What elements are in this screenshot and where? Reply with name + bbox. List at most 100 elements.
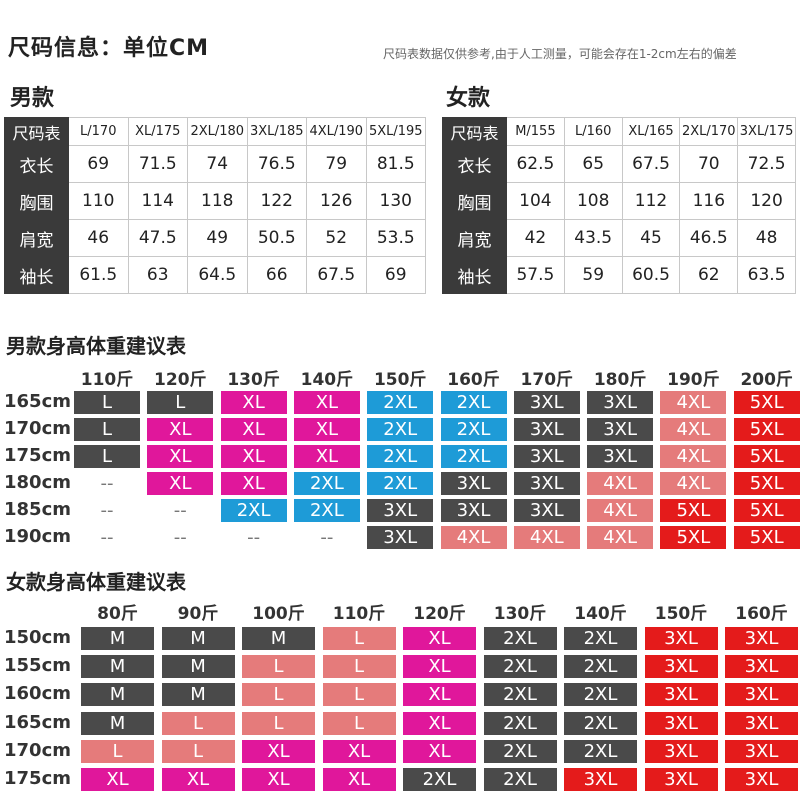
weight-header: 190斤: [667, 370, 720, 390]
size-recommendation-cell: 3XL: [587, 418, 654, 441]
size-recommendation-cell: --: [247, 527, 261, 548]
size-recommendation-cell: L: [147, 391, 214, 414]
table-cell: 64.5: [187, 256, 248, 294]
size-recommendation-cell: 3XL: [367, 499, 434, 522]
size-recommendation-cell: 4XL: [513, 526, 580, 549]
size-recommendation-cell: M: [161, 627, 235, 650]
table-cell: 60.5: [621, 256, 681, 294]
size-recommendation-cell: 5XL: [660, 499, 727, 522]
weight-header: 80斤: [97, 604, 138, 624]
table-cell: 126: [306, 182, 367, 220]
size-recommendation-cell: 2XL: [440, 445, 507, 468]
table-cell: 67.5: [306, 256, 367, 294]
weight-header: 90斤: [177, 604, 219, 624]
size-recommendation-cell: --: [320, 527, 334, 548]
row-label: 衣长: [4, 145, 69, 183]
size-recommendation-cell: L: [74, 391, 140, 414]
women-size-table: 尺码表 M/155 L/160 XL/165 2XL/170 3XL/175 衣…: [442, 117, 796, 294]
size-recommendation-cell: XL: [242, 768, 315, 791]
height-label: 175cm: [4, 445, 71, 466]
size-recommendation-cell: 2XL: [293, 499, 360, 522]
table-cell: 118: [187, 182, 248, 220]
table-cell: 81.5: [365, 145, 426, 183]
size-recommendation-cell: 2XL: [483, 768, 557, 791]
size-recommendation-cell: 3XL: [644, 683, 718, 707]
size-recommendation-cell: 3XL: [564, 768, 637, 791]
men-size-table: 尺码表 L/170 XL/175 2XL/180 3XL/185 4XL/190…: [4, 117, 426, 294]
weight-header: 170斤: [520, 370, 574, 390]
row-label: 袖长: [442, 256, 507, 294]
table-cell: 108: [563, 182, 623, 220]
weight-header: 100斤: [252, 604, 305, 624]
height-label: 185cm: [4, 499, 71, 520]
size-recommendation-cell: 4XL: [587, 499, 654, 522]
size-recommendation-cell: XL: [293, 418, 360, 441]
size-header: L/160: [563, 117, 623, 146]
size-recommendation-cell: L: [322, 683, 396, 707]
size-recommendation-cell: 3XL: [725, 711, 798, 735]
size-header: M/155: [506, 117, 565, 146]
table-cell: 61.5: [68, 256, 129, 294]
table-cell: 120: [737, 182, 796, 220]
size-header: 2XL/170: [679, 117, 739, 146]
table-row: 袖长 57.5 59 60.5 62 63.5: [442, 256, 796, 294]
table-row: 肩宽 46 47.5 49 50.5 52 53.5: [4, 219, 426, 257]
size-recommendation-cell: 4XL: [440, 526, 507, 549]
table-cell: 79: [306, 145, 367, 183]
page-title: 尺码信息：单位CM: [8, 36, 210, 61]
size-recommendation-cell: M: [242, 627, 315, 650]
size-recommendation-cell: XL: [403, 683, 476, 707]
table-header-label: 尺码表: [442, 117, 507, 146]
size-recommendation-cell: 2XL: [440, 391, 507, 414]
measurement-note: 尺码表数据仅供参考,由于人工测量，可能会存在1-2cm左右的偏差: [383, 47, 737, 61]
table-cell: 70: [679, 145, 739, 183]
table-cell: 69: [68, 145, 129, 183]
table-cell: 52: [306, 219, 367, 257]
table-cell: 66: [246, 256, 307, 294]
table-cell: 42: [506, 219, 565, 257]
height-label: 190cm: [4, 526, 71, 547]
table-cell: 63: [127, 256, 188, 294]
size-recommendation-cell: --: [100, 500, 114, 521]
size-recommendation-cell: XL: [293, 391, 360, 414]
women-recommendation-title: 女款身高体重建议表: [6, 570, 186, 594]
table-row: 衣长 69 71.5 74 76.5 79 81.5: [4, 145, 426, 183]
size-recommendation-cell: 3XL: [725, 768, 798, 791]
table-cell: 62: [679, 256, 739, 294]
size-recommendation-cell: 3XL: [725, 627, 798, 650]
row-label: 肩宽: [442, 219, 507, 257]
size-recommendation-cell: M: [161, 655, 235, 679]
table-row: 肩宽 42 43.5 45 46.5 48: [442, 219, 796, 257]
size-recommendation-cell: 2XL: [483, 683, 557, 707]
size-recommendation-cell: M: [161, 683, 235, 707]
size-recommendation-cell: 3XL: [513, 472, 580, 495]
weight-header: 130斤: [227, 370, 280, 390]
size-header: L/170: [68, 117, 129, 146]
size-recommendation-cell: XL: [161, 768, 235, 791]
height-label: 150cm: [4, 627, 71, 648]
size-recommendation-cell: 2XL: [367, 418, 434, 441]
size-recommendation-cell: 2XL: [367, 391, 434, 414]
table-header-label: 尺码表: [4, 117, 69, 146]
size-recommendation-cell: L: [161, 739, 235, 763]
table-cell: 50.5: [246, 219, 307, 257]
height-label: 165cm: [4, 711, 71, 733]
size-recommendation-cell: 2XL: [564, 683, 637, 707]
size-recommendation-cell: M: [81, 683, 154, 707]
size-recommendation-cell: 3XL: [587, 445, 654, 468]
size-recommendation-cell: L: [322, 627, 396, 650]
size-recommendation-cell: 2XL: [564, 739, 637, 763]
size-header: 5XL/195: [365, 117, 426, 146]
table-cell: 110: [68, 182, 129, 220]
size-recommendation-cell: 5XL: [733, 526, 800, 549]
table-cell: 104: [506, 182, 565, 220]
table-cell: 69: [365, 256, 426, 294]
size-recommendation-cell: 5XL: [733, 418, 800, 441]
table-cell: 116: [679, 182, 739, 220]
size-recommendation-cell: 3XL: [644, 768, 718, 791]
size-recommendation-cell: --: [173, 500, 187, 521]
size-recommendation-cell: 3XL: [587, 391, 654, 414]
table-cell: 49: [187, 219, 248, 257]
size-recommendation-cell: 3XL: [644, 655, 718, 679]
row-label: 胸围: [4, 182, 69, 220]
